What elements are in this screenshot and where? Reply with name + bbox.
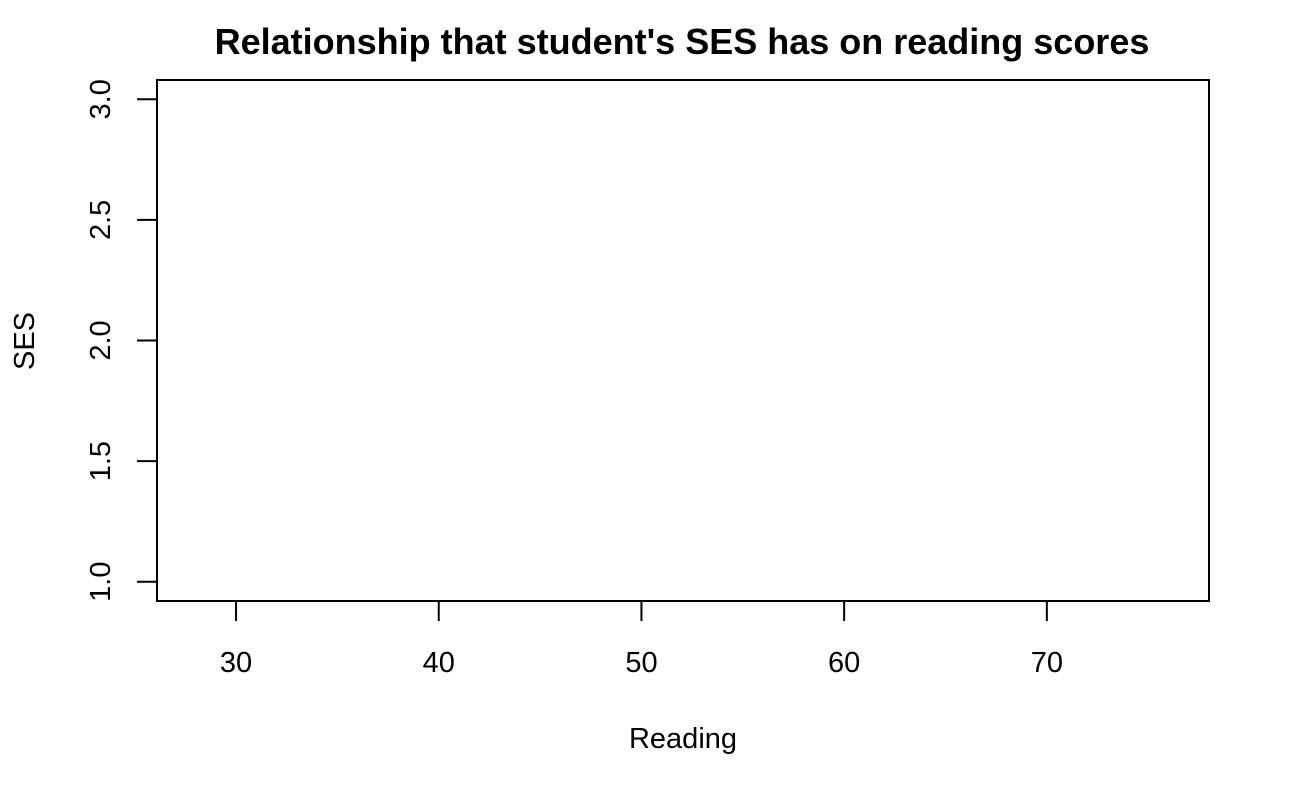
y-axis: 1.0 1.5 2.0 2.5 3.0 [85,79,158,602]
plot-frame [156,79,1210,602]
y-tick-label: 2.0 [85,320,117,360]
y-tick-label: 1.5 [85,441,117,481]
x-tick-label: 50 [625,647,657,679]
x-tick-label: 60 [828,647,860,679]
x-tick-label: 70 [1031,647,1063,679]
x-axis: 30 40 50 60 70 [220,600,1063,679]
x-tick-label: 30 [220,647,252,679]
y-tick-label: 3.0 [85,79,117,119]
x-tick-label: 40 [423,647,455,679]
x-axis-label: Reading [629,723,737,755]
y-axis-label: SES [9,312,41,370]
y-tick-label: 2.5 [85,200,117,240]
chart-title: Relationship that student's SES has on r… [215,21,1150,62]
y-tick-label: 1.0 [85,562,117,602]
